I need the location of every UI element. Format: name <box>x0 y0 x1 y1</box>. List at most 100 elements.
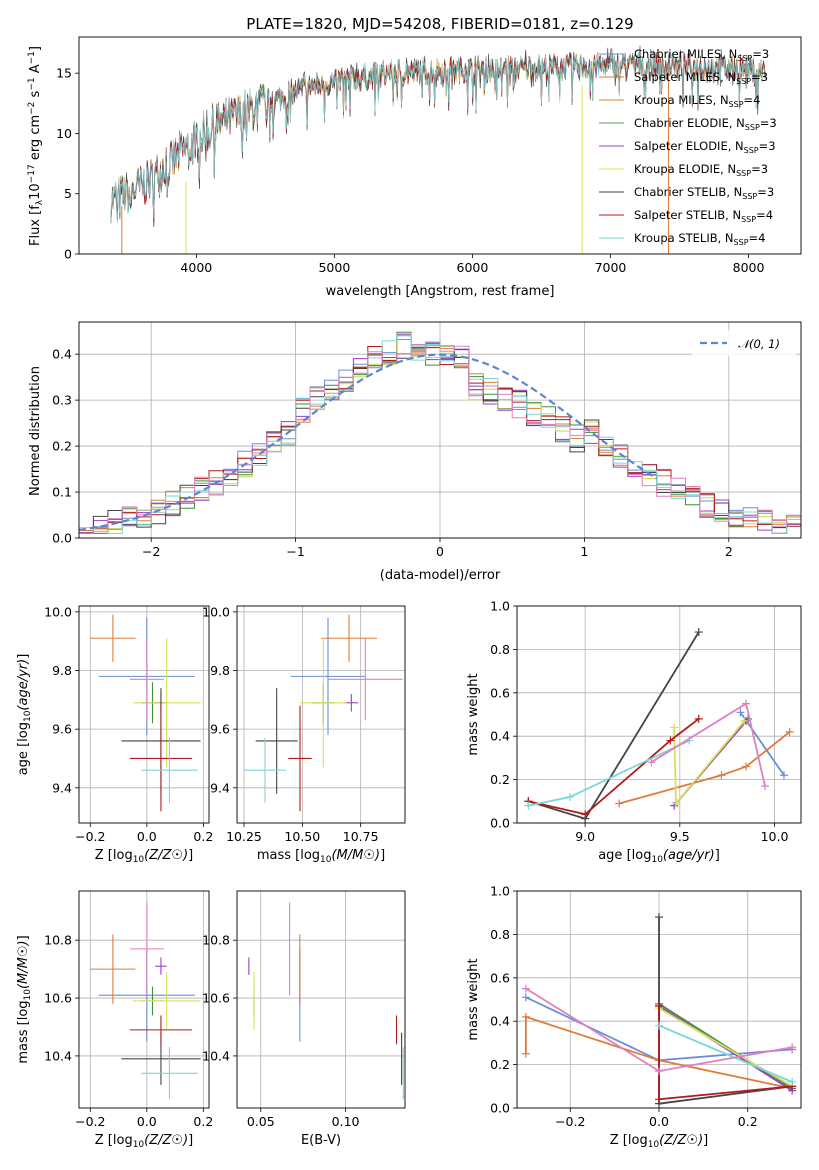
y-tick-label: 0.4 <box>490 1014 510 1029</box>
y-tick-label: 0.2 <box>490 1057 510 1072</box>
spectrum-line <box>110 50 766 228</box>
x-tick-label: 1 <box>580 544 588 559</box>
histogram-step <box>79 346 801 534</box>
x-tick-label: 0.2 <box>193 1114 213 1129</box>
x-tick-label: −0.2 <box>555 1114 585 1129</box>
z-mass-panel: −0.2 0.0 0.2 10.4 10.6 10.8 Z [log10(Z/Z☉)] mas… <box>16 890 213 1150</box>
weight-marker <box>521 1012 530 1021</box>
axis-label: Z [log10(Z/Z☉)] <box>95 1133 193 1150</box>
axes-frame <box>78 890 210 1109</box>
legend-label: Kroupa ELODIE, NSSP=3 <box>634 162 768 178</box>
plot-data <box>90 614 201 812</box>
axis-label: mass [log10(M/M☉)] <box>16 935 33 1063</box>
weight-line <box>528 718 700 816</box>
y-tick-label: 0.3 <box>52 393 72 408</box>
x-tick-label: 0.10 <box>332 1114 360 1129</box>
spectrum-plot-area: 4000 5000 6000 7000 8000 0 5 10 15 <box>56 36 802 275</box>
y-tick-label: 0.6 <box>490 970 510 985</box>
weight-line <box>618 731 791 805</box>
weight-marker <box>785 727 794 736</box>
plot-data <box>90 902 201 1100</box>
weight-marker <box>740 717 749 726</box>
weight-marker <box>694 714 703 723</box>
x-tick-label: 2 <box>725 544 733 559</box>
spectrum-ylabel: Flux [fλ10−17 erg cm−2 s−1 A−1] <box>27 46 45 246</box>
weight-marker <box>670 723 679 732</box>
y-tick-label: 9.6 <box>210 722 230 737</box>
weight-marker <box>655 1095 663 1104</box>
legend-label: Salpeter MILES, NSSP=3 <box>634 70 768 86</box>
y-tick-label: 9.8 <box>52 663 72 678</box>
weight-marker <box>779 771 788 780</box>
x-tick-label: 0.0 <box>137 1114 157 1129</box>
x-tick-label: 6000 <box>457 260 489 275</box>
spectrum-xlabel: wavelength [Angstrom, rest frame] <box>326 284 555 299</box>
histogram-xlabel: (data-model)/error <box>380 568 501 583</box>
weight-marker <box>761 782 770 791</box>
gaussian-curve <box>79 353 658 531</box>
x-tick-label: 10.75 <box>343 829 379 844</box>
x-tick-label: 0.05 <box>247 1114 275 1129</box>
histogram-step <box>79 342 801 534</box>
x-tick-label: 0.0 <box>137 829 157 844</box>
spectrum-line <box>110 51 766 224</box>
axes-frame <box>236 890 406 1109</box>
axes-frame <box>236 605 406 824</box>
spectrum-legend: Chabrier MILES, NSSP=3 Salpeter MILES, NS… <box>599 47 777 247</box>
legend-label: Salpeter STELIB, NSSP=4 <box>634 208 773 224</box>
weight-marker <box>521 1049 530 1058</box>
y-tick-label: 9.6 <box>52 722 72 737</box>
weight-marker <box>521 993 530 1002</box>
weight-marker <box>672 799 681 808</box>
y-tick-label: 0.8 <box>490 642 510 657</box>
y-tick-label: 9.4 <box>52 780 72 795</box>
x-tick-label: −1 <box>286 544 304 559</box>
plot-data <box>248 902 404 1100</box>
axis-label: age [log10(age/yr)] <box>16 654 33 776</box>
residual-histogram-panel: −2 −1 0 1 2 0.0 0.1 0.2 0.3 0.4 (data-model)/erro… <box>28 321 802 583</box>
weight-line <box>658 1005 793 1092</box>
y-tick-label: 0.0 <box>490 1101 510 1116</box>
weight-marker <box>566 792 575 801</box>
x-tick-label: 0 <box>436 544 444 559</box>
weight-marker <box>524 801 533 810</box>
z-age-panel: −0.2 0.0 0.2 9.4 9.6 9.8 10.0 Z [log10(Z/Z☉)] ag… <box>16 604 213 865</box>
y-tick-label: 10.0 <box>202 604 230 619</box>
y-tick-label: 9.8 <box>210 663 230 678</box>
axes-frame <box>516 605 802 824</box>
y-tick-label: 10.6 <box>202 991 230 1006</box>
legend-label: Salpeter ELODIE, NSSP=3 <box>634 139 776 155</box>
weight-line <box>658 1024 793 1083</box>
z-massweight-panel: −0.2 0.0 0.2 0.0 0.2 0.4 0.6 0.8 1.0 Z [log10(Z/Z… <box>466 884 802 1150</box>
grid <box>237 891 405 1108</box>
axis-label: Z [log10(Z/Z☉)] <box>95 848 193 865</box>
weight-marker <box>717 771 726 780</box>
x-tick-label: 10.25 <box>226 829 262 844</box>
y-tick-label: 0.1 <box>52 485 72 500</box>
y-tick-label: 10.0 <box>44 604 72 619</box>
x-tick-label: 9.5 <box>670 829 690 844</box>
weight-marker <box>694 628 703 637</box>
y-tick-label: 15 <box>56 66 72 81</box>
weight-marker <box>736 708 745 717</box>
y-tick-label: 10.4 <box>202 1048 230 1063</box>
weight-line <box>658 1003 793 1090</box>
y-tick-label: 5 <box>64 186 72 201</box>
axis-label: mass weight <box>466 958 481 1040</box>
spectrum-title: PLATE=1820, MJD=54208, FIBERID=0181, z=0… <box>246 15 633 33</box>
x-tick-label: −2 <box>142 544 160 559</box>
weight-marker <box>742 762 751 771</box>
weight-marker <box>655 1021 663 1030</box>
x-tick-label: 5000 <box>318 260 350 275</box>
x-tick-label: 0.2 <box>738 1114 758 1129</box>
y-tick-label: 10.8 <box>44 933 72 948</box>
grid <box>79 891 209 1108</box>
plot-data <box>244 614 403 812</box>
weight-marker <box>666 736 675 745</box>
y-tick-label: 10.8 <box>202 933 230 948</box>
axis-label: age [log10(age/yr)] <box>598 848 720 865</box>
y-tick-label: 0 <box>64 247 72 262</box>
x-tick-label: 0.2 <box>193 829 213 844</box>
y-tick-label: 10 <box>56 126 72 141</box>
